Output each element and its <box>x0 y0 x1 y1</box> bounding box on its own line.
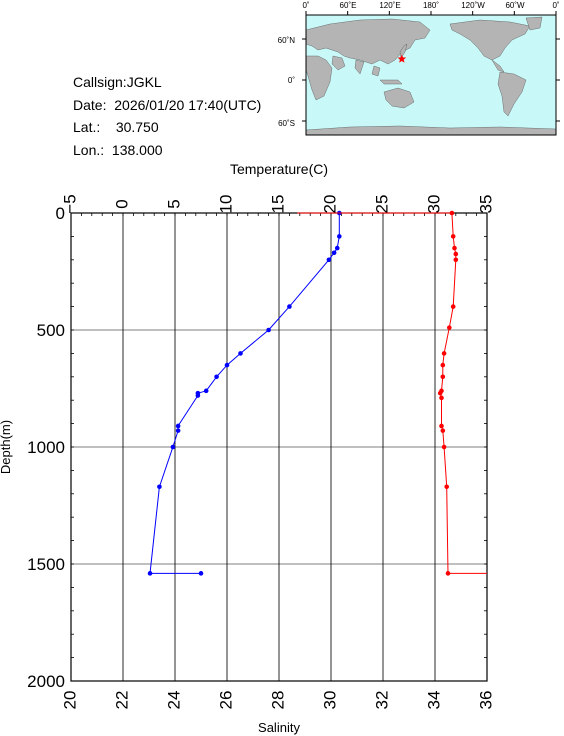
profile-point <box>266 327 271 333</box>
temperature-tick-label: 5 <box>164 199 183 208</box>
callsign-value: JGKL <box>126 74 162 90</box>
profile-point <box>147 571 153 576</box>
map-lon-label: 60˚E <box>340 1 357 10</box>
date-row: Date: 2026/01/20 17:40(UTC) <box>73 94 261 117</box>
salinity-tick-labels: 20 22 24 26 28 30 32 34 36 <box>60 691 495 710</box>
temperature-tick-label: −5 <box>60 194 79 213</box>
profile-point <box>175 428 181 433</box>
lat-label: Lat.: <box>73 119 101 135</box>
profile-point <box>440 362 446 368</box>
profile-line <box>297 212 487 574</box>
profile-point <box>441 444 447 450</box>
salinity-axis-title: Salinity <box>258 720 300 735</box>
profile-point <box>331 250 337 256</box>
depth-tick-label: 0 <box>56 204 65 223</box>
date-value: 2026/01/20 17:40(UTC) <box>114 96 262 113</box>
profile-point <box>453 257 459 263</box>
profile-point <box>337 234 342 239</box>
profile-point <box>440 428 446 433</box>
map-lon-label: 120˚E <box>379 1 400 10</box>
profile-point <box>224 362 230 368</box>
salinity-tick-label: 22 <box>112 691 131 710</box>
temperature-tick-label: 30 <box>424 195 443 214</box>
map-longitude-labels: 0˚ 60˚E 120˚E 180˚ 120˚W 60˚W 0˚ <box>302 1 559 10</box>
lon-label: Lon.: <box>73 141 105 158</box>
map-latitude-labels: 60˚N 0˚ 60˚S <box>278 36 296 128</box>
temperature-tick-label: 25 <box>372 195 391 214</box>
map-lon-label: 60˚W <box>505 1 525 10</box>
depth-tick-label: 500 <box>37 321 65 340</box>
map-lat-label: 60˚N <box>278 36 296 45</box>
temperature-tick-label: 15 <box>268 195 287 214</box>
callsign-row: Callsign:JGKL <box>73 71 261 94</box>
profile-point <box>157 484 162 490</box>
salinity-tick-label: 34 <box>424 691 443 710</box>
temperature-tick-label: 20 <box>320 195 339 214</box>
profile-point <box>453 251 459 257</box>
profile-point <box>170 444 176 450</box>
temperature-axis-title: Temperature(C) <box>230 161 328 177</box>
salinity-tick-label: 26 <box>216 691 235 710</box>
salinity-tick-label: 24 <box>164 691 183 710</box>
temperature-tick-labels: −5 0 5 10 15 20 25 30 35 <box>60 194 495 213</box>
profile-point <box>334 245 340 251</box>
profile-point <box>444 484 450 490</box>
profile-point <box>439 423 444 429</box>
profile-point <box>287 304 292 309</box>
profile-point <box>450 234 456 239</box>
depth-axis-title: Depth(m) <box>0 420 13 474</box>
depth-tick-label: 1000 <box>27 438 65 457</box>
salinity-tick-label: 28 <box>268 691 287 710</box>
plot-frame <box>70 212 488 682</box>
lon-row: Lon.: 138.000 <box>73 139 261 162</box>
map-lon-label: 0˚ <box>302 1 309 10</box>
profile-point <box>203 388 209 394</box>
map-frame-ticks <box>302 11 560 122</box>
salinity-tick-label: 20 <box>60 691 79 710</box>
salinity-tick-label: 32 <box>372 691 391 710</box>
world-map: 0˚ 60˚E 120˚E 180˚ 120˚W 60˚W 0˚ 60˚N 0˚… <box>278 1 560 136</box>
profile-point <box>450 304 456 309</box>
profile-point <box>449 210 455 216</box>
map-lat-label: 60˚S <box>278 119 295 128</box>
date-label: Date: <box>73 96 107 113</box>
profile-point <box>238 351 243 356</box>
map-land <box>305 16 557 136</box>
temperature-tick-label: 35 <box>476 195 495 214</box>
lat-value: 30.750 <box>115 119 159 135</box>
map-lon-label: 180˚ <box>423 1 439 10</box>
profile-point <box>440 374 446 380</box>
map-lon-label: 0˚ <box>552 1 559 10</box>
profile-point <box>437 390 443 396</box>
temperature-tick-label: 10 <box>216 195 235 214</box>
profile-point <box>175 423 181 429</box>
map-lon-label: 120˚W <box>461 1 485 10</box>
profile-point <box>326 257 332 263</box>
station-info: Callsign:JGKL Date: 2026/01/20 17:40(UTC… <box>73 71 261 161</box>
profile-point <box>445 571 451 576</box>
profile-point <box>447 325 452 330</box>
profile-line <box>149 213 340 574</box>
profile-point <box>198 571 204 576</box>
callsign-label: Callsign: <box>73 74 127 90</box>
depth-tick-label: 2000 <box>27 672 65 691</box>
profile-point <box>214 374 219 380</box>
salinity-tick-label: 36 <box>476 691 495 710</box>
salinity-tick-label: 30 <box>320 691 339 710</box>
profile-point <box>195 393 201 398</box>
depth-tick-labels: 0 500 1000 1500 2000 <box>27 204 65 691</box>
lon-value: 138.000 <box>111 141 163 158</box>
depth-tick-label: 1500 <box>27 555 65 574</box>
station-marker-icon <box>397 54 407 63</box>
lat-row: Lat.: 30.750 <box>73 116 261 139</box>
map-lat-label: 0˚ <box>288 76 295 85</box>
profile-point <box>452 245 457 251</box>
series-layer <box>147 210 487 576</box>
profile-point <box>441 351 447 356</box>
profile-point <box>439 395 444 401</box>
plot-grid <box>70 212 488 682</box>
temperature-tick-label: 0 <box>112 199 131 208</box>
